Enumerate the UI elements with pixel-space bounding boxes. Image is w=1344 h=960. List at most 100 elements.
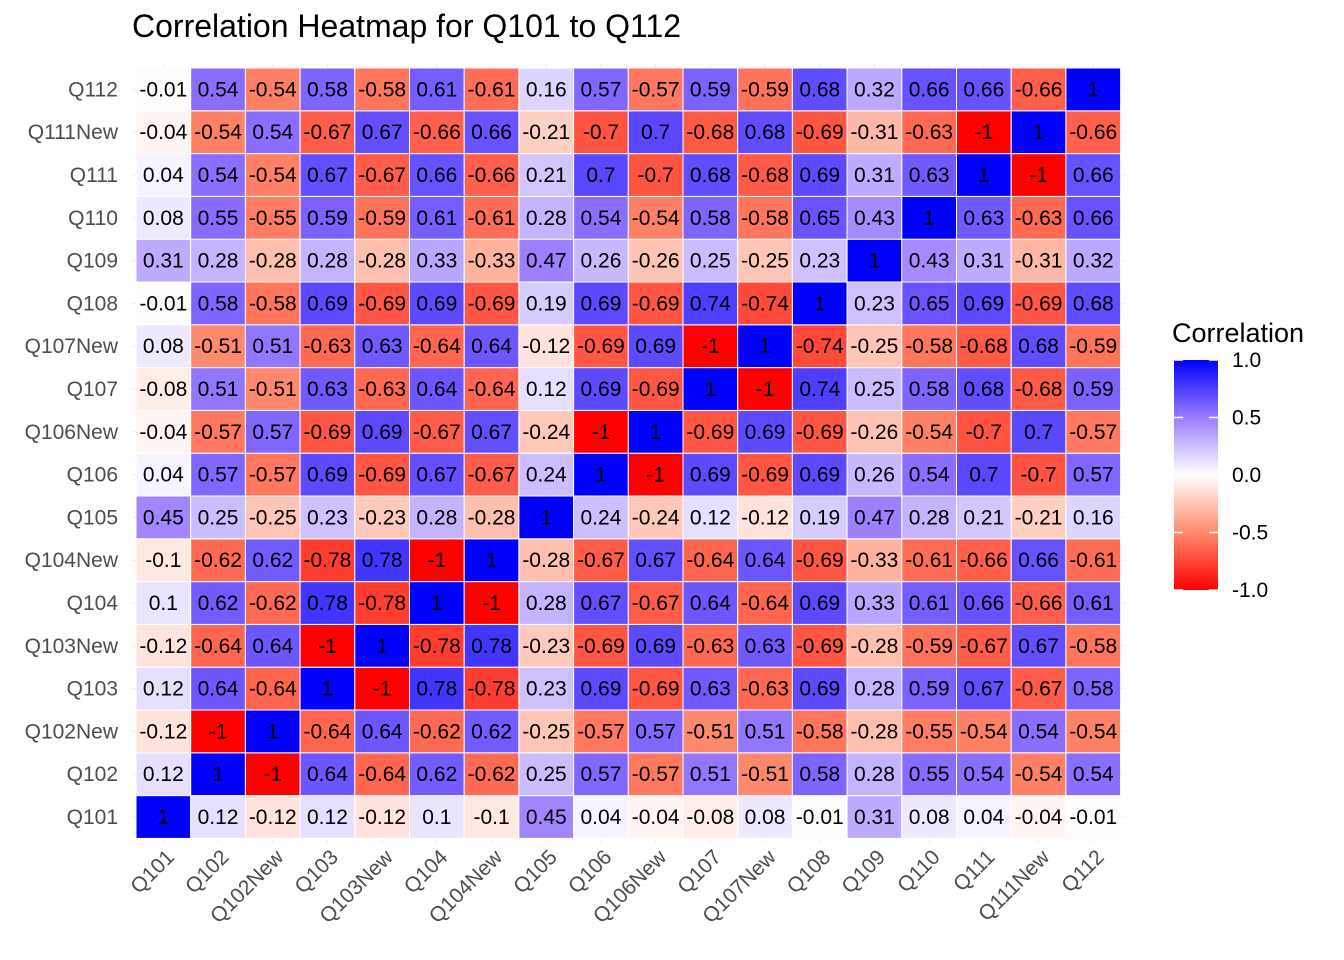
cell-value-label: -0.78 [358, 592, 406, 615]
cell-value-label: -0.61 [905, 549, 953, 572]
cell-value-label: -0.69 [741, 464, 789, 487]
cell-value-label: -0.59 [905, 635, 953, 658]
cell-value-label: 0.57 [198, 464, 239, 487]
cell-value-label: -0.57 [632, 763, 680, 786]
heatmap-cell [627, 666, 684, 711]
cell-value-label: 0.69 [799, 464, 840, 487]
heatmap-cell [463, 452, 520, 497]
cell-value-label: 0.67 [635, 549, 676, 572]
cell-value-label: 0.45 [143, 506, 184, 529]
cell-value-label: 0.69 [581, 678, 622, 701]
heatmap-cell [244, 495, 301, 540]
cell-value-label: -0.62 [249, 592, 297, 615]
cell-value-label: 0.61 [416, 78, 457, 101]
y-tick-label: Q101 [67, 806, 118, 829]
heatmap-cell [846, 581, 903, 625]
legend-tick-label: 0.0 [1232, 464, 1261, 487]
heatmap-cell [463, 623, 520, 668]
heatmap-cell [409, 581, 465, 625]
cell-value-label: 0.63 [909, 164, 950, 187]
heatmap-cell [846, 752, 903, 797]
cell-value-label: 0.43 [854, 207, 895, 230]
cell-value-label: 0.57 [252, 421, 293, 444]
cell-value-label: 0.58 [799, 763, 840, 786]
cell-value-label: -0.69 [796, 421, 844, 444]
heatmap-cell [190, 153, 246, 197]
heatmap-cell [901, 195, 957, 240]
heatmap-cell [463, 324, 520, 369]
cell-value-label: 0.64 [416, 378, 457, 401]
x-tick-label: Q112 [1057, 846, 1108, 897]
y-tick-label: Q103 [67, 678, 118, 701]
cell-value-label: -0.69 [468, 292, 516, 315]
cell-value-label: 0.1 [422, 806, 451, 829]
cell-value-label: -0.28 [851, 720, 899, 743]
heatmap-cell [627, 538, 684, 583]
cell-value-label: 0.23 [526, 678, 567, 701]
cell-value-label: 0.67 [362, 121, 403, 144]
cell-value-label: 0.69 [581, 378, 622, 401]
heatmap-cell [791, 67, 848, 112]
heatmap-cell [737, 281, 793, 326]
heatmap-cell [682, 623, 739, 668]
heatmap-cell [1010, 623, 1067, 668]
cell-value-label: 0.54 [1073, 763, 1114, 786]
cell-value-label: -0.28 [851, 635, 899, 658]
cell-value-label: -0.31 [1015, 250, 1063, 273]
x-tick-label: Q105 [509, 846, 562, 899]
cell-value-label: 1 [1087, 78, 1099, 101]
y-tick-label: Q111 [70, 164, 118, 187]
cell-value-label: -0.54 [1015, 763, 1063, 786]
cell-value-label: 0.25 [526, 763, 567, 786]
heatmap-cell [846, 67, 903, 112]
cell-value-label: 0.43 [909, 250, 950, 273]
cell-value-label: -0.69 [632, 678, 680, 701]
cell-value-label: 0.69 [963, 292, 1004, 315]
cell-value-label: -0.55 [249, 207, 297, 230]
heatmap-cell [1065, 495, 1122, 540]
cell-value-label: -0.54 [632, 207, 680, 230]
heatmap-cell [791, 495, 848, 540]
heatmap-cell [627, 709, 684, 754]
heatmap-cell [463, 110, 520, 155]
y-tick-label: Q104 [67, 592, 119, 615]
cell-value-label: -0.51 [686, 720, 734, 743]
cell-value-label: 0.63 [963, 207, 1004, 230]
heatmap-cell [846, 709, 903, 754]
cell-value-label: 0.28 [854, 763, 895, 786]
cell-value-label: 0.28 [526, 592, 567, 615]
heatmap-cell [682, 67, 739, 112]
cell-value-label: -1 [975, 121, 994, 144]
cell-value-label: -0.66 [1069, 121, 1117, 144]
cell-value-label: 0.63 [362, 335, 403, 358]
cell-value-label: 0.62 [252, 549, 293, 572]
cell-value-label: 0.59 [909, 678, 950, 701]
heatmap-cell [354, 623, 410, 668]
cell-value-label: -0.54 [905, 421, 953, 444]
heatmap-cell [1065, 110, 1122, 155]
cell-value-label: -0.26 [632, 250, 680, 273]
cell-value-label: -0.64 [358, 763, 406, 786]
cell-value-label: 0.1 [149, 592, 178, 615]
cell-value-label: 0.64 [198, 678, 239, 701]
cell-value-label: 0.69 [635, 635, 676, 658]
heatmap-cell [190, 538, 246, 583]
cell-value-label: 1 [650, 421, 662, 444]
heatmap-cell [244, 581, 301, 625]
heatmap-cell [409, 409, 465, 454]
cell-value-label: 1 [540, 506, 552, 529]
heatmap-cell [463, 538, 520, 583]
cell-value-label: 1 [486, 549, 498, 572]
cell-value-label: 0.69 [635, 335, 676, 358]
cell-value-label: 0.54 [1018, 720, 1059, 743]
cell-value-label: 0.69 [745, 421, 786, 444]
cell-value-label: 0.63 [307, 378, 348, 401]
heatmap-cell [956, 795, 1012, 839]
heatmap-cell [354, 666, 410, 711]
cell-value-label: 0.64 [252, 635, 293, 658]
heatmap-cell [901, 452, 957, 497]
chart-title: Correlation Heatmap for Q101 to Q112 [132, 8, 682, 44]
heatmap-cell [573, 153, 629, 197]
heatmap-cell [682, 195, 739, 240]
heatmap-cell [846, 666, 903, 711]
